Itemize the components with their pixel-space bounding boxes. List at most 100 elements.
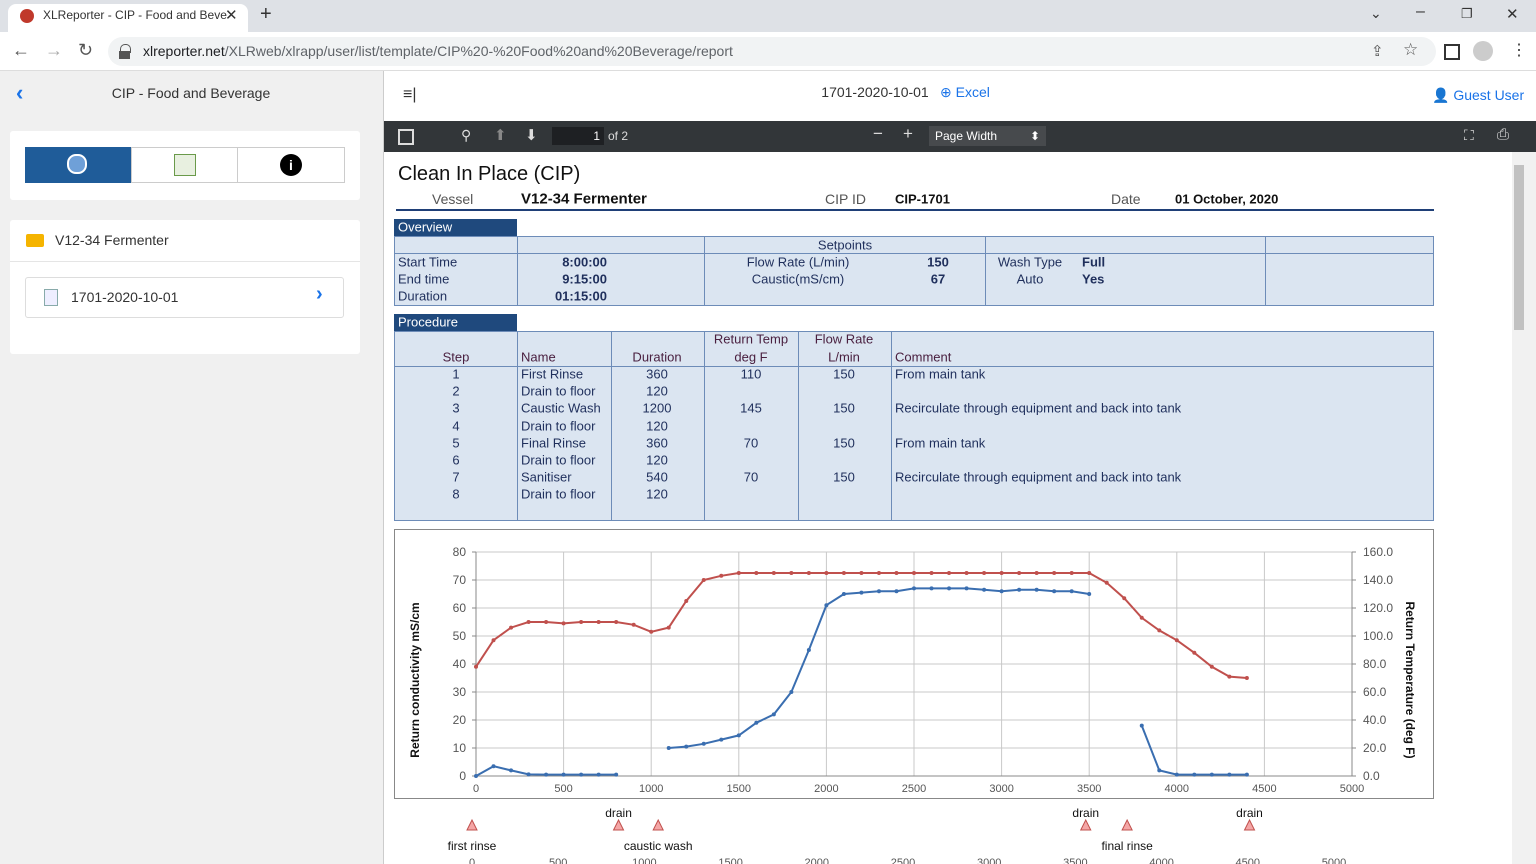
series-point <box>579 620 583 624</box>
series-point <box>702 578 706 582</box>
series-point <box>1245 676 1249 680</box>
y2-tick-label: 160.0 <box>1363 545 1393 559</box>
procedure-cell: 7 <box>452 470 459 485</box>
series-point <box>824 571 828 575</box>
x-tick-label: 0 <box>473 783 479 795</box>
y-tick-label: 80 <box>453 545 467 559</box>
procedure-cell: 120 <box>646 453 668 468</box>
series-point <box>614 773 618 777</box>
series-point <box>947 571 951 575</box>
series-point <box>965 586 969 590</box>
column-line <box>517 332 518 520</box>
procedure-cell: 150 <box>833 435 855 450</box>
procedure-cell: Drain to floor <box>521 418 595 433</box>
procedure-cell: 360 <box>646 367 668 382</box>
series-point <box>719 574 723 578</box>
event-label: first rinse <box>448 839 497 853</box>
procedure-cell: 360 <box>646 435 668 450</box>
procedure-cell: Recirculate through equipment and back i… <box>895 470 1181 485</box>
series-point <box>859 571 863 575</box>
event-axis-label: 3000 <box>977 857 1001 864</box>
column-header: L/min <box>828 350 860 365</box>
series-point <box>1000 571 1004 575</box>
series-point <box>1227 675 1231 679</box>
series-point <box>982 571 986 575</box>
procedure-cell: First Rinse <box>521 367 583 382</box>
event-axis-label: 4000 <box>1149 857 1173 864</box>
column-line <box>985 237 986 305</box>
procedure-cell: Final Rinse <box>521 435 586 450</box>
x-tick-label: 4500 <box>1252 783 1276 795</box>
series-line <box>476 573 1247 678</box>
event-axis-label: 5000 <box>1322 857 1346 864</box>
event-label: drain <box>605 806 632 820</box>
x-tick-label: 2000 <box>814 783 838 795</box>
column-header: Comment <box>895 350 951 365</box>
series-point <box>1052 589 1056 593</box>
procedure-cell: From main tank <box>895 367 985 382</box>
overview-cell: End time <box>398 272 449 287</box>
series-point <box>772 712 776 716</box>
series-point <box>930 586 934 590</box>
x-tick-label: 1500 <box>727 783 751 795</box>
y-axis-title: Return conductivity mS/cm <box>408 602 422 757</box>
overview-cell: 150 <box>927 255 949 270</box>
series-point <box>1070 589 1074 593</box>
series-point <box>877 571 881 575</box>
procedure-cell: Drain to floor <box>521 487 595 502</box>
series-point <box>1122 596 1126 600</box>
procedure-cell: 70 <box>744 470 758 485</box>
series-point <box>1227 773 1231 777</box>
procedure-cell: 5 <box>452 435 459 450</box>
series-point <box>492 764 496 768</box>
series-point <box>1140 724 1144 728</box>
header-value: V12-34 Fermenter <box>521 191 647 208</box>
event-marker <box>1122 820 1132 830</box>
overview-cell: 8:00:00 <box>562 255 607 270</box>
series-point <box>1175 773 1179 777</box>
series-point <box>474 774 478 778</box>
x-tick-label: 500 <box>554 783 572 795</box>
event-label: caustic wash <box>624 839 693 853</box>
series-point <box>1245 773 1249 777</box>
y-tick-label: 30 <box>453 685 467 699</box>
row-line <box>395 253 1433 254</box>
series-point <box>754 721 758 725</box>
procedure-cell: 4 <box>452 418 459 433</box>
procedure-label: Procedure <box>398 315 458 330</box>
procedure-cell: 70 <box>744 435 758 450</box>
overview-cell: Caustic(mS/cm) <box>752 272 844 287</box>
procedure-cell: 120 <box>646 418 668 433</box>
series-point <box>965 571 969 575</box>
overview-label: Overview <box>398 220 452 235</box>
series-point <box>719 738 723 742</box>
column-line <box>891 332 892 520</box>
event-marker <box>1245 820 1255 830</box>
event-axis-label: 3500 <box>1063 857 1087 864</box>
procedure-cell: 540 <box>646 470 668 485</box>
series-point <box>1105 581 1109 585</box>
event-axis-label: 0 <box>469 857 475 864</box>
series-point <box>597 773 601 777</box>
x-tick-label: 3500 <box>1077 783 1101 795</box>
procedure-cell: Drain to floor <box>521 384 595 399</box>
series-point <box>579 773 583 777</box>
procedure-cell: 150 <box>833 401 855 416</box>
procedure-cell: Sanitiser <box>521 470 572 485</box>
procedure-cell: 6 <box>452 453 459 468</box>
procedure-cell: 120 <box>646 487 668 502</box>
procedure-cell: 1 <box>452 367 459 382</box>
series-point <box>1070 571 1074 575</box>
procedure-cell: Caustic Wash <box>521 401 601 416</box>
event-label: drain <box>1072 806 1099 820</box>
column-header: Name <box>521 350 556 365</box>
series-point <box>877 589 881 593</box>
series-point <box>544 620 548 624</box>
procedure-cell: Drain to floor <box>521 453 595 468</box>
series-point <box>509 768 513 772</box>
column-line <box>1265 237 1266 305</box>
series-point <box>1210 773 1214 777</box>
series-point <box>632 623 636 627</box>
